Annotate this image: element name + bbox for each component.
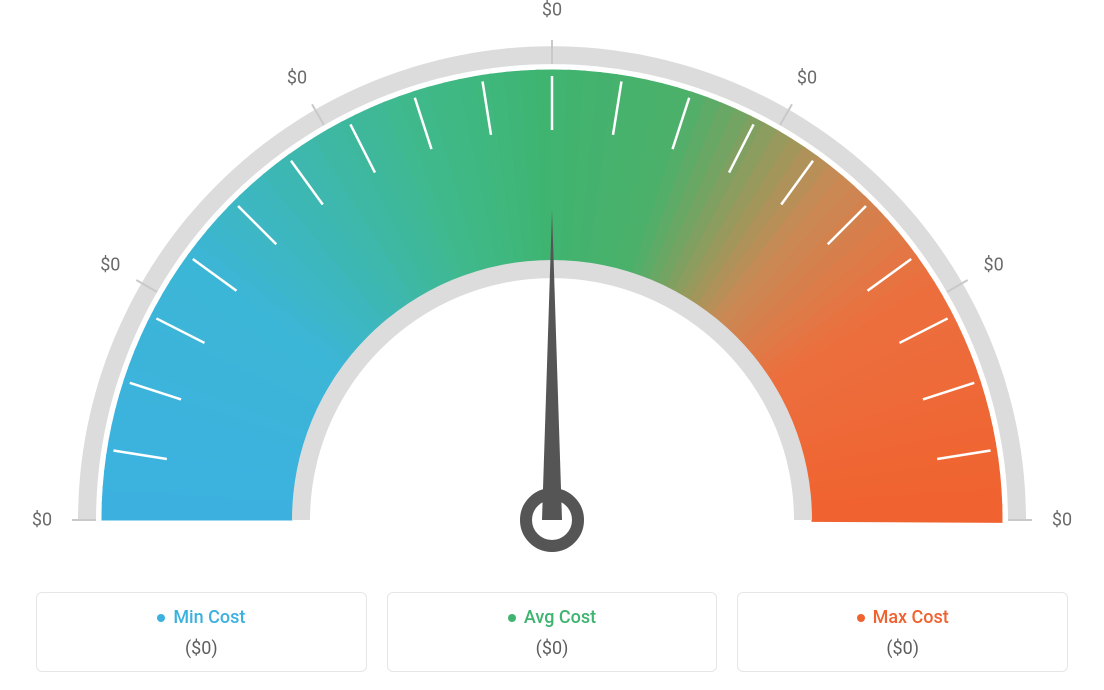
legend-title-avg: Avg Cost xyxy=(508,607,596,628)
legend-title-max: Max Cost xyxy=(857,607,949,628)
legend-row: Min Cost ($0) Avg Cost ($0) Max Cost ($0… xyxy=(36,592,1068,673)
gauge-tick-label: $0 xyxy=(984,255,1004,276)
legend-card-max: Max Cost ($0) xyxy=(737,592,1068,673)
legend-card-min: Min Cost ($0) xyxy=(36,592,367,673)
legend-value-avg: ($0) xyxy=(388,638,717,659)
legend-dot-max xyxy=(857,614,865,622)
legend-card-avg: Avg Cost ($0) xyxy=(387,592,718,673)
gauge-tick-label: $0 xyxy=(100,255,120,276)
gauge-tick-label: $0 xyxy=(542,0,562,21)
gauge-svg xyxy=(0,0,1104,560)
gauge-tick-label: $0 xyxy=(32,510,52,531)
legend-dot-min xyxy=(157,614,165,622)
legend-label-avg: Avg Cost xyxy=(524,607,596,628)
gauge-tick-label: $0 xyxy=(287,68,307,89)
legend-title-min: Min Cost xyxy=(157,607,245,628)
legend-value-max: ($0) xyxy=(738,638,1067,659)
legend-label-max: Max Cost xyxy=(873,607,949,628)
legend-dot-avg xyxy=(508,614,516,622)
legend-value-min: ($0) xyxy=(37,638,366,659)
gauge-tick-label: $0 xyxy=(1052,510,1072,531)
legend-label-min: Min Cost xyxy=(173,607,245,628)
gauge-tick-label: $0 xyxy=(797,68,817,89)
gauge-chart: $0 $0 $0 $0 $0 $0 $0 xyxy=(0,0,1104,560)
